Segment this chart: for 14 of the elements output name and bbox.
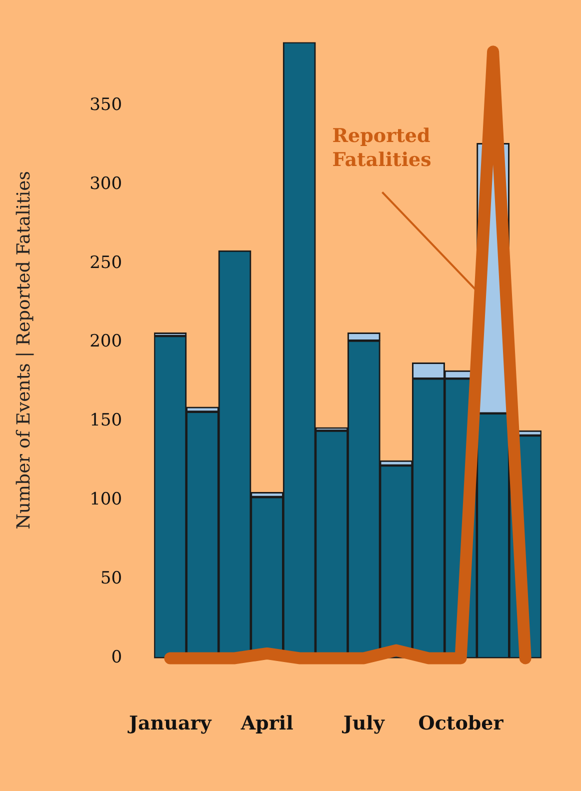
y-tick-label: 0	[111, 648, 122, 668]
x-tick-label: October	[418, 712, 504, 735]
y-tick-label: 250	[90, 252, 122, 273]
y-tick-label: 300	[90, 174, 122, 194]
x-tick-label: January	[127, 712, 212, 735]
x-tick-label: July	[341, 712, 386, 735]
y-axis-title: Number of Events | Reported Fatalities	[13, 171, 34, 530]
text: Reported Fatalities	[332, 125, 432, 172]
y-tick-label: 200	[90, 332, 122, 352]
y-tick-label: 150	[90, 410, 122, 431]
y-tick-label: 50	[100, 568, 122, 589]
x-tick-label: April	[240, 712, 294, 735]
y-tick-label: 350	[90, 94, 122, 115]
y-tick-label: 100	[90, 490, 122, 510]
